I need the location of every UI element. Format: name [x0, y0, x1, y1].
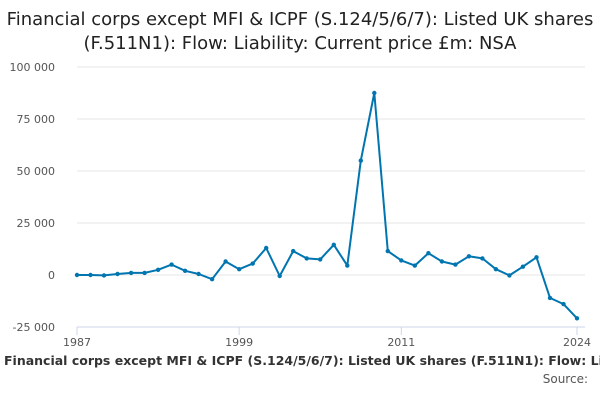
data-point [264, 245, 269, 251]
data-point [115, 271, 120, 277]
data-point [385, 248, 390, 254]
data-point [74, 272, 80, 278]
y-tick-label: 50 000 [17, 165, 56, 178]
y-axis: -25 000 0 25 000 50 000 75 000 100 000 [10, 61, 56, 334]
data-point [358, 158, 363, 163]
data-point [466, 254, 472, 259]
data-point [480, 256, 485, 261]
data-point [372, 90, 377, 96]
y-tick-label: 0 [48, 269, 55, 282]
gridlines [77, 66, 585, 328]
data-point [223, 259, 228, 264]
data-point [277, 273, 282, 279]
data-point [439, 259, 445, 264]
source-label: Source: [542, 372, 588, 386]
data-point [453, 262, 458, 267]
data-point [88, 272, 93, 278]
x-tick-label: 1987 [63, 336, 91, 349]
data-point [128, 270, 134, 276]
legend: Financial corps except MFI & ICPF (S.124… [0, 353, 600, 368]
data-point [142, 270, 147, 276]
data-point [196, 271, 201, 277]
data-point [182, 268, 188, 273]
data-point [399, 258, 404, 263]
data-point [493, 267, 499, 272]
legend-label: Financial corps except MFI & ICPF (S.124… [4, 353, 600, 368]
data-point [412, 263, 417, 268]
data-point [304, 256, 309, 261]
data-point [574, 316, 580, 321]
x-axis: 1987 1999 2011 2024 [63, 326, 591, 349]
data-point [520, 264, 526, 269]
data-point [345, 263, 350, 268]
y-tick-label: -25 000 [13, 321, 55, 334]
y-tick-label: 25 000 [17, 217, 56, 230]
data-point [534, 255, 539, 260]
data-point [155, 267, 161, 272]
series-group [74, 90, 580, 321]
data-point [561, 301, 566, 307]
data-point [291, 248, 296, 254]
x-tick-label: 2024 [563, 336, 591, 349]
data-point [331, 242, 336, 247]
data-point [209, 277, 215, 282]
data-point [169, 262, 174, 267]
x-tick-label: 2011 [387, 336, 415, 349]
series-line [77, 92, 578, 319]
data-point [507, 273, 512, 278]
chart-title: Financial corps except MFI & ICPF (S.124… [6, 9, 594, 54]
x-tick-label: 1999 [225, 336, 253, 349]
y-tick-label: 75 000 [17, 113, 56, 126]
data-point [101, 273, 107, 278]
data-point [318, 257, 323, 262]
data-point [250, 261, 255, 266]
data-point [237, 267, 242, 272]
data-point [547, 295, 553, 301]
data-point [426, 251, 431, 256]
y-tick-label: 100 000 [10, 61, 56, 74]
